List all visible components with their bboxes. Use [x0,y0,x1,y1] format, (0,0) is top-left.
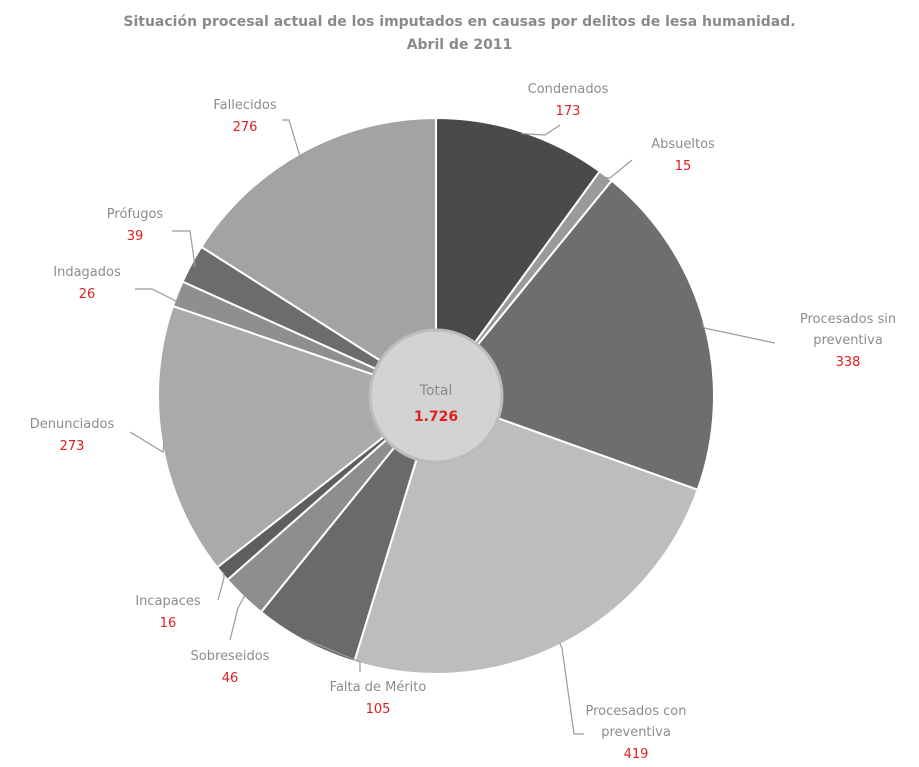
slice-label-denunciados: Denunciados [30,417,115,432]
leader-line-denunciados [129,431,165,454]
slice-value-denunciados: 273 [60,439,85,454]
pie-slice-procesados-sin-preventiva [434,179,715,492]
slice-value-incapaces: 16 [160,616,177,631]
slice-value-procesados-sin-preventiva: 338 [836,355,861,370]
total-value: 1.726 [414,409,458,425]
total-label: Total [419,383,453,399]
chart-subtitle: Abril de 2011 [406,37,513,53]
slice-value-absueltos: 15 [675,159,692,174]
slice-label-profugos: Prófugos [107,207,164,222]
slice-label-condenados: Condenados [528,82,609,97]
slice-value-fallecidos: 276 [233,120,258,135]
slice-label-procesados-con-preventiva-line-2: preventiva [601,725,671,740]
slice-label-absueltos: Absueltos [651,137,715,152]
leader-line-absueltos [604,159,633,179]
chart-title: Situación procesal actual de los imputad… [123,14,796,30]
slice-label-sobreseidos: Sobreseidos [191,649,270,664]
pie-slice-condenados [435,116,602,400]
pie-slice-denunciados [157,304,439,569]
leader-line-fallecidos [282,119,304,162]
slice-value-profugos: 39 [127,229,144,244]
slice-value-falta-de-merito: 105 [366,702,391,717]
leader-line-condenados [521,124,561,136]
leader-line-procesados-sin-preventiva [701,321,776,344]
pie-slice-fallecidos [199,116,437,398]
slice-value-sobreseidos: 46 [222,671,239,686]
leader-line-procesados-con-preventiva [559,642,584,735]
slice-label-indagados: Indagados [53,265,121,280]
slice-label-incapaces: Incapaces [135,594,201,609]
leader-line-indagados [135,288,180,303]
slice-value-indagados: 26 [79,287,96,302]
slice-label-procesados-con-preventiva-line-1: Procesados con [586,704,687,719]
slice-label-falta-de-merito: Falta de Mérito [330,680,427,695]
leader-line-profugos [172,230,196,268]
leader-line-falta-de-merito [305,639,361,672]
slice-label-procesados-sin-preventiva-line-2: preventiva [813,333,883,348]
center-disc [368,328,504,464]
leader-line-incapaces [217,572,225,601]
slice-value-condenados: 173 [556,104,581,119]
slice-label-fallecidos: Fallecidos [213,98,276,113]
leader-line-sobreseidos [229,594,246,641]
slice-value-procesados-con-preventiva: 419 [624,747,649,762]
slice-label-procesados-sin-preventiva-line-1: Procesados sin [800,312,896,327]
